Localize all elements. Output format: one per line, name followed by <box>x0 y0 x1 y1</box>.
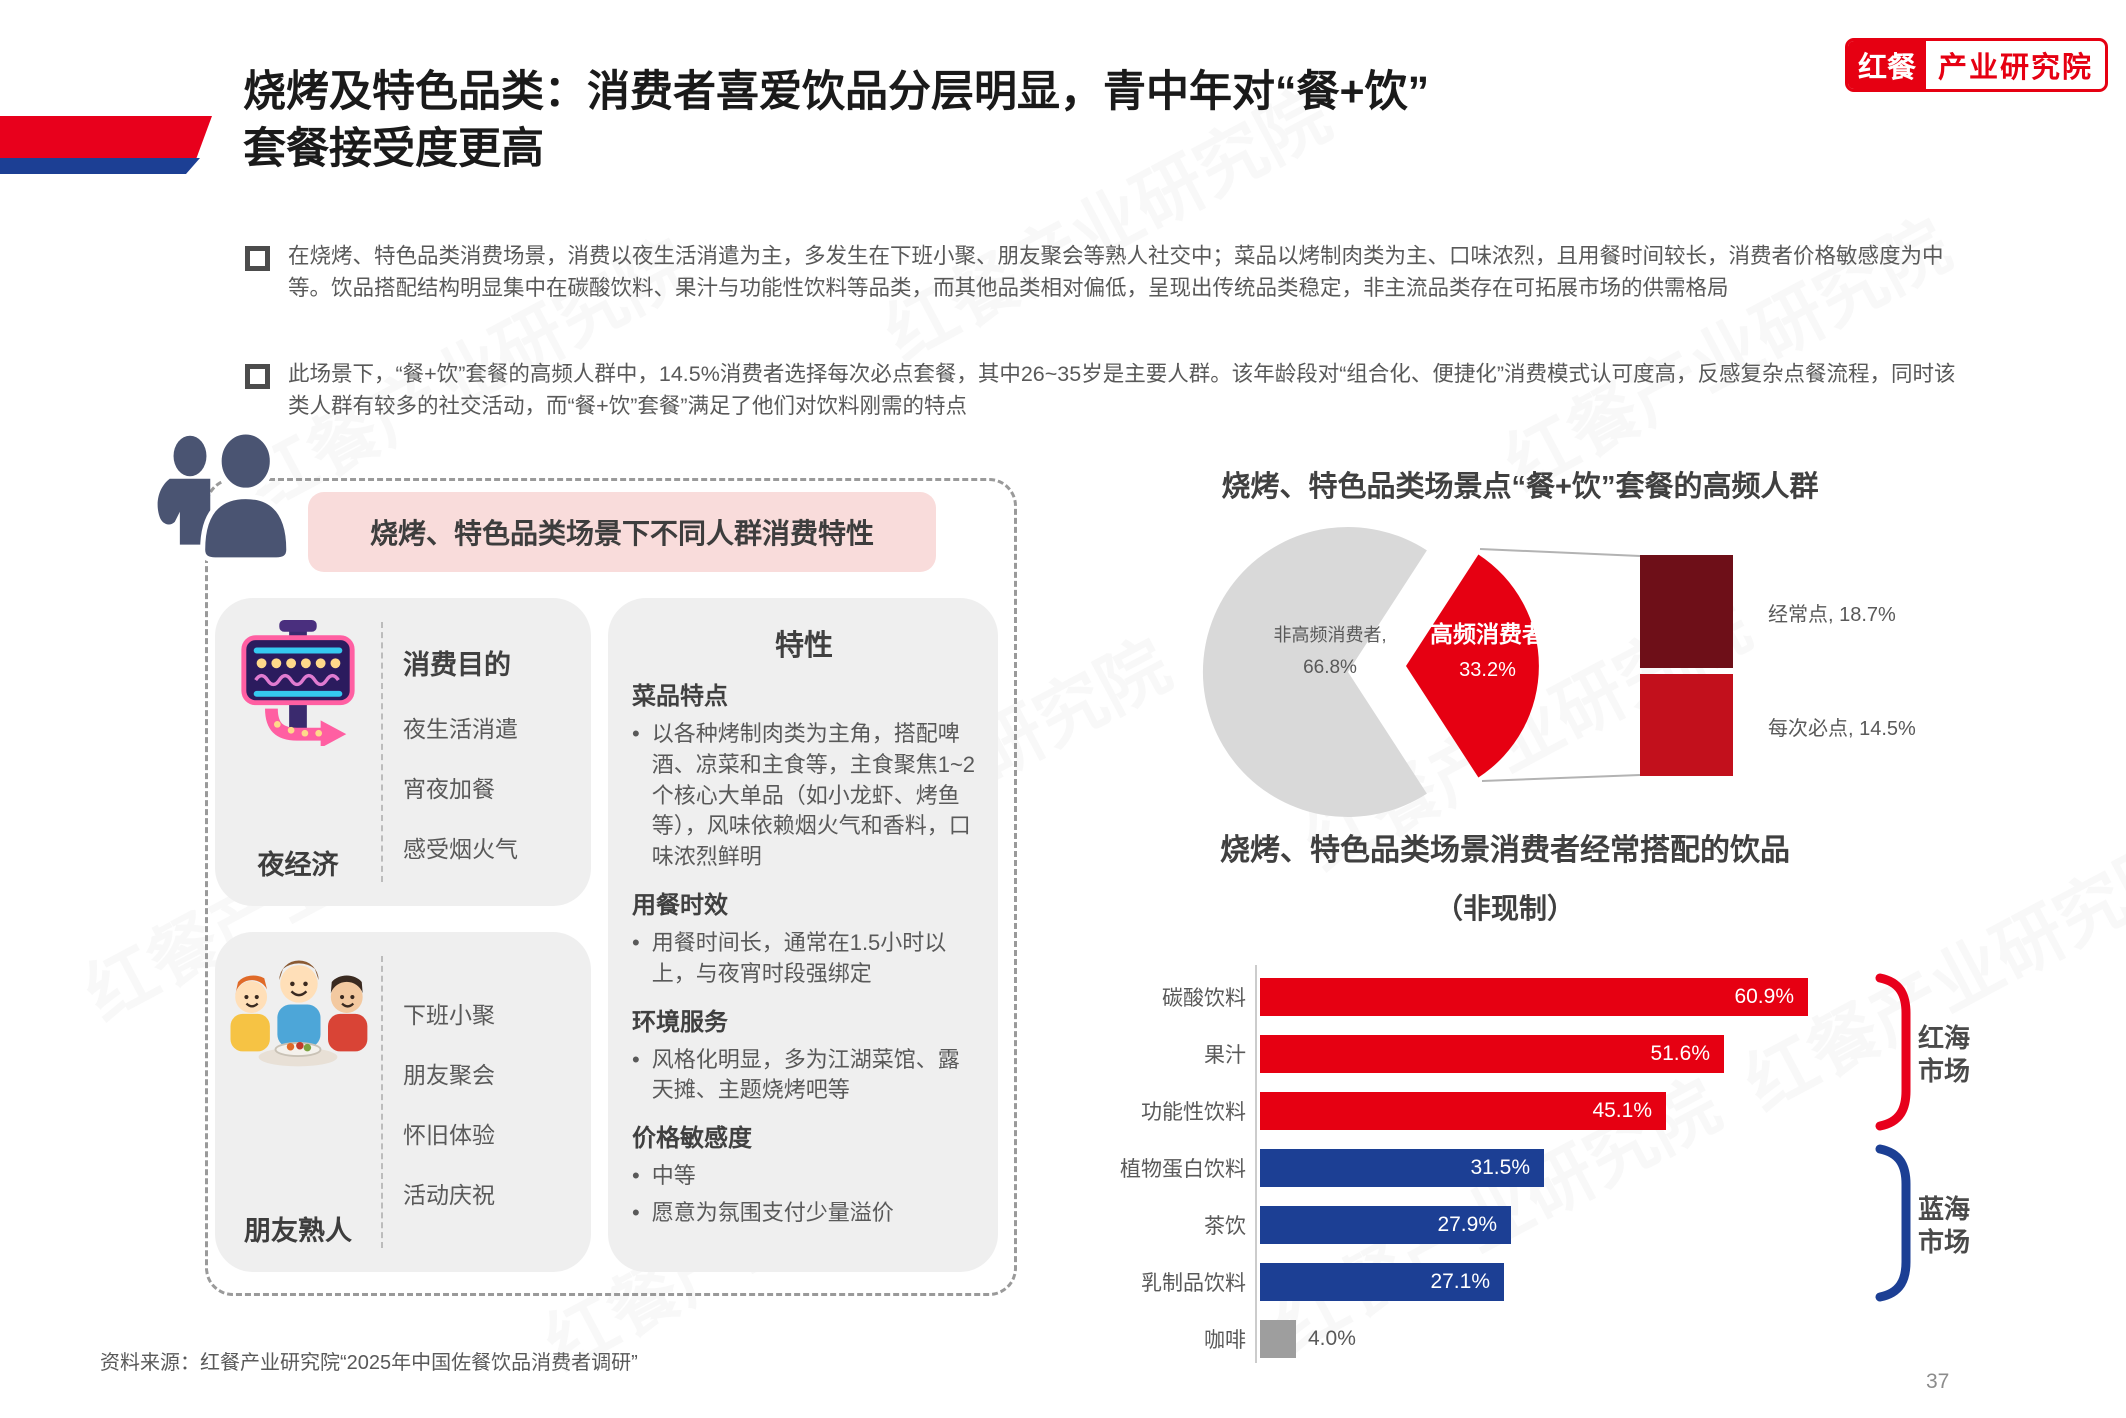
breakdown-bar-often <box>1640 555 1733 668</box>
callout-line-bottom <box>1481 774 1641 782</box>
bar: 4.0% <box>1260 1320 1356 1358</box>
pie-slice-frequent <box>1406 554 1539 778</box>
blue-sea-bracket <box>1875 1144 1911 1302</box>
square-bullet-icon <box>245 246 270 271</box>
trait-bullet: • 风格化明显，多为江湖菜馆、露天摊、主题烧烤吧等 <box>632 1046 960 1103</box>
bar-row: 乳制品饮料 27.1% <box>1080 1263 1504 1301</box>
card-item: 怀旧体验 <box>403 1122 495 1148</box>
breakdown-label-always: 每次必点, 14.5% <box>1768 718 1916 740</box>
card-divider <box>381 622 383 882</box>
bar-value-label: 60.9% <box>1734 985 1794 1008</box>
bar-category-label: 果汁 <box>1204 1044 1246 1067</box>
callout-line-top <box>1479 548 1641 557</box>
group-label: 夜经济 <box>257 850 339 880</box>
bullet-text: 在烧烤、特色品类消费场景，消费以夜生活消遣为主，多发生在下班小聚、朋友聚会等熟人… <box>288 244 1944 301</box>
card-heading: 消费目的 <box>403 649 511 680</box>
page-number: 37 <box>1926 1370 1950 1393</box>
trait-heading: 用餐时效 <box>632 891 728 919</box>
bar: 31.5% <box>1260 1149 1544 1187</box>
title-decoration-blue <box>0 158 200 174</box>
bar: 51.6% <box>1260 1035 1724 1073</box>
brand-logo-mark: 红餐 <box>1848 41 1927 89</box>
bar: 27.1% <box>1260 1263 1504 1301</box>
bar-row: 果汁 51.6% <box>1080 1035 1724 1073</box>
pie-chart <box>1202 526 1733 817</box>
bar-value-label: 27.1% <box>1430 1270 1490 1293</box>
bullet-item: 在烧烤、特色品类消费场景，消费以夜生活消遣为主，多发生在下班小聚、朋友聚会等熟人… <box>245 240 1975 305</box>
trait-heading: 环境服务 <box>632 1008 728 1036</box>
bullet-item: 此场景下，“餐+饮”套餐的高频人群中，14.5%消费者选择每次必点套餐，其中26… <box>245 358 1975 423</box>
bar-chart-title: 烧烤、特色品类场景消费者经常搭配的饮品 <box>1220 834 1790 867</box>
bar: 60.9% <box>1260 978 1808 1016</box>
bar-value-label: 31.5% <box>1470 1156 1530 1179</box>
bar-row: 功能性饮料 45.1% <box>1080 1092 1666 1130</box>
breakdown-bar-always <box>1640 674 1733 776</box>
bar-category-label: 碳酸饮料 <box>1162 987 1246 1010</box>
bar-chart-section: 烧烤、特色品类场景消费者经常搭配的饮品 （非现制） 碳酸饮料 60.9% 果汁 … <box>1080 815 2126 1415</box>
bar-row: 茶饮 27.9% <box>1080 1206 1511 1244</box>
group-card-night-economy: 夜经济 消费目的 夜生活消遣 宵夜加餐 感受烟火气 <box>215 598 591 906</box>
group-card-friends: 朋友熟人 下班小聚 朋友聚会 怀旧体验 活动庆祝 <box>215 932 591 1272</box>
bar-row: 咖啡 4.0% <box>1080 1320 1356 1358</box>
card-divider <box>381 956 383 1248</box>
bar-category-label: 茶饮 <box>1204 1215 1246 1238</box>
blue-sea-label: 蓝海市场 <box>1918 1194 1971 1257</box>
brand-logo-org: 产业研究院 <box>1938 52 2094 84</box>
trait-bullet: • 以各种烤制肉类为主角，搭配啤酒、凉菜和主食等，主食聚焦1~2个核心大单品（如小… <box>632 721 976 870</box>
bar-value-label: 4.0% <box>1308 1327 1356 1350</box>
page-title: 烧烤及特色品类：消费者喜爱饮品分层明显，青中年对“餐+饮” 套餐接受度更高 <box>243 64 1843 178</box>
y-axis-line <box>1255 965 1257 1363</box>
traits-title: 特性 <box>774 630 833 662</box>
trait-bullet: • 中等 <box>632 1163 696 1189</box>
pie-label-frequent: 高频消费者 33.2% <box>1430 621 1545 681</box>
bar-category-label: 植物蛋白饮料 <box>1120 1158 1246 1181</box>
trait-heading: 价格敏感度 <box>632 1125 752 1153</box>
pie-label-nonfrequent: 非高频消费者, 66.8% <box>1273 625 1387 678</box>
bar-row: 碳酸饮料 60.9% <box>1080 978 1808 1016</box>
people-icon <box>157 429 292 563</box>
source-note: 资料来源：红餐产业研究院“2025年中国佐餐饮品消费者调研” <box>100 1352 638 1374</box>
pie-slice-nonfrequent <box>1202 526 1427 817</box>
neon-sign-icon <box>241 619 355 746</box>
card-item: 宵夜加餐 <box>403 775 495 802</box>
card-item: 朋友聚会 <box>403 1062 495 1088</box>
pie-chart-title: 烧烤、特色品类场景点“餐+饮”套餐的高频人群 <box>1221 471 1819 503</box>
consumer-traits-panel <box>205 478 1017 1296</box>
bar-category-label: 乳制品饮料 <box>1141 1272 1246 1295</box>
page-title-line2: 套餐接受度更高 <box>243 124 544 173</box>
card-item: 感受烟火气 <box>403 835 518 862</box>
market-brackets <box>1875 973 1911 1302</box>
square-bullet-icon <box>245 364 270 389</box>
title-decoration-red <box>0 116 212 162</box>
friends-dining-icon <box>230 960 368 1067</box>
card-item: 下班小聚 <box>403 1002 495 1028</box>
card-item: 夜生活消遣 <box>403 715 518 742</box>
bar: 45.1% <box>1260 1092 1666 1130</box>
bar-row: 植物蛋白饮料 31.5% <box>1080 1149 1544 1187</box>
page-title-line1: 烧烤及特色品类：消费者喜爱饮品分层明显，青中年对“餐+饮” <box>243 68 1430 116</box>
bar-value-label: 27.9% <box>1437 1213 1497 1236</box>
bullet-text: 此场景下，“餐+饮”套餐的高频人群中，14.5%消费者选择每次必点套餐，其中26… <box>288 362 1956 419</box>
group-label: 朋友熟人 <box>244 1216 352 1246</box>
bar-category-label: 功能性饮料 <box>1141 1101 1246 1124</box>
bar: 27.9% <box>1260 1206 1511 1244</box>
trait-bullet: • 愿意为氛围支付少量溢价 <box>632 1199 894 1225</box>
traits-card: 特性 菜品特点 • 以各种烤制肉类为主角，搭配啤酒、凉菜和主食等，主食聚焦1~2个… <box>608 598 998 1272</box>
bar-value-label: 45.1% <box>1592 1099 1652 1122</box>
trait-heading: 菜品特点 <box>632 683 728 710</box>
bar-chart-subtitle: （非现制） <box>1434 893 1575 924</box>
panel-header: 烧烤、特色品类场景下不同人群消费特性 <box>308 492 936 572</box>
red-sea-bracket <box>1875 973 1911 1131</box>
red-sea-label: 红海市场 <box>1918 1023 1971 1086</box>
card-item: 活动庆祝 <box>403 1182 495 1208</box>
trait-bullet: • 用餐时间长，通常在1.5小时以上，与夜宵时段强绑定 <box>632 929 947 986</box>
pie-chart-section: 烧烤、特色品类场景点“餐+饮”套餐的高频人群 非高频消费者, 66.8% 高频消… <box>1100 455 2110 850</box>
brand-logo: 红餐 产业研究院 <box>1845 38 2109 92</box>
bar-value-label: 51.6% <box>1650 1042 1710 1065</box>
bar-category-label: 咖啡 <box>1204 1329 1246 1352</box>
breakdown-label-often: 经常点, 18.7% <box>1768 604 1896 626</box>
